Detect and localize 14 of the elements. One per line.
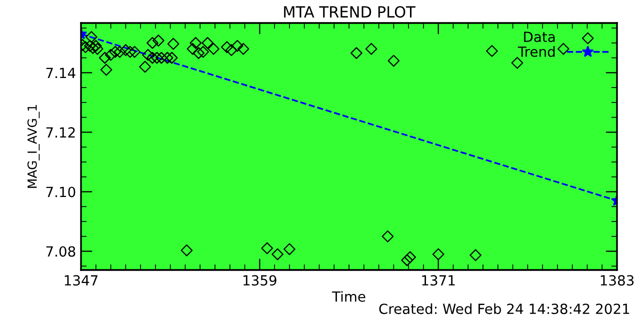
x-tick-label: 1359 (244, 275, 276, 286)
text: Created: Wed Feb 24 14:38:42 2021 (379, 303, 630, 314)
y-tick-label: 7.14 (46, 68, 76, 78)
x-tick-label: 1383 (600, 275, 634, 286)
y-axis-title: MAG_I_AVG_1 (27, 105, 40, 188)
y-tick-label: 7.10 (46, 186, 76, 198)
y-tick-label: 7.12 (46, 127, 75, 138)
chart-title: MTA TREND PLOT (284, 6, 416, 18)
x-tick-label: 1347 (64, 275, 98, 286)
y-tick-label: 7.08 (46, 246, 76, 257)
x-axis-title: Time (332, 291, 366, 302)
x-tick-label: 1371 (422, 275, 455, 286)
legend-label: Data (524, 32, 555, 42)
legend-label: Trend (518, 46, 555, 57)
